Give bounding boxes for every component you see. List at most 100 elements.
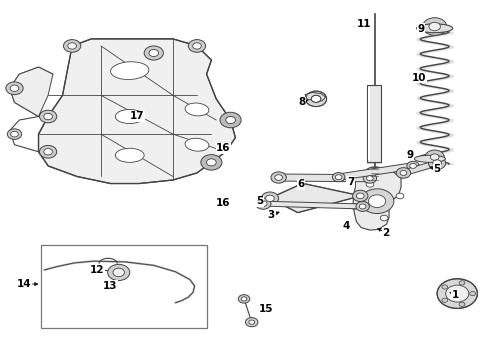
Circle shape: [271, 172, 286, 183]
Ellipse shape: [115, 148, 144, 162]
Circle shape: [68, 43, 76, 49]
Circle shape: [238, 294, 250, 303]
Ellipse shape: [115, 109, 144, 123]
Circle shape: [423, 18, 447, 35]
Circle shape: [275, 175, 282, 180]
Circle shape: [108, 264, 130, 280]
Circle shape: [459, 281, 465, 285]
Text: 3: 3: [268, 210, 275, 220]
Circle shape: [7, 129, 22, 139]
Circle shape: [359, 204, 366, 209]
Circle shape: [249, 320, 255, 324]
Circle shape: [442, 298, 448, 302]
Circle shape: [400, 171, 407, 175]
Circle shape: [363, 173, 377, 183]
Circle shape: [207, 159, 216, 166]
Circle shape: [245, 318, 258, 327]
Circle shape: [470, 292, 475, 296]
Circle shape: [201, 154, 222, 170]
Text: 5: 5: [434, 165, 441, 174]
Polygon shape: [402, 161, 439, 176]
Circle shape: [149, 49, 159, 57]
Circle shape: [207, 159, 216, 166]
Circle shape: [396, 168, 411, 178]
Ellipse shape: [185, 138, 209, 151]
Polygon shape: [305, 93, 326, 101]
Text: 7: 7: [347, 177, 354, 187]
Text: 12: 12: [90, 265, 104, 275]
Text: 6: 6: [297, 179, 305, 189]
Circle shape: [353, 190, 368, 202]
Circle shape: [193, 43, 201, 49]
Circle shape: [429, 22, 441, 31]
Circle shape: [366, 181, 374, 187]
Text: 4: 4: [342, 221, 349, 231]
Circle shape: [256, 198, 271, 209]
Circle shape: [446, 285, 469, 302]
Polygon shape: [279, 174, 370, 182]
Circle shape: [220, 112, 241, 128]
Text: 1: 1: [452, 290, 459, 300]
Circle shape: [459, 302, 465, 306]
Ellipse shape: [416, 24, 453, 33]
Text: 16: 16: [216, 198, 231, 208]
Circle shape: [332, 172, 345, 182]
Text: 5: 5: [256, 196, 263, 206]
Text: 9: 9: [406, 150, 413, 159]
Circle shape: [44, 149, 52, 155]
Circle shape: [226, 117, 235, 123]
Text: 9: 9: [417, 24, 425, 34]
Circle shape: [335, 175, 342, 180]
Circle shape: [430, 154, 439, 160]
Text: 11: 11: [357, 19, 371, 29]
Bar: [41, 245, 207, 328]
Polygon shape: [270, 184, 360, 212]
Circle shape: [410, 163, 416, 168]
Polygon shape: [263, 201, 363, 209]
Text: 13: 13: [103, 281, 118, 291]
Circle shape: [356, 193, 364, 199]
Circle shape: [259, 201, 267, 207]
Circle shape: [428, 157, 446, 170]
Circle shape: [311, 95, 321, 102]
Circle shape: [203, 156, 220, 169]
Text: 16: 16: [216, 143, 231, 153]
Circle shape: [266, 195, 274, 202]
Circle shape: [407, 161, 419, 171]
Polygon shape: [353, 168, 401, 230]
Bar: [367, 85, 381, 162]
Text: 17: 17: [130, 112, 144, 121]
Circle shape: [40, 145, 57, 158]
Circle shape: [380, 215, 388, 221]
Polygon shape: [39, 39, 235, 184]
Circle shape: [305, 91, 327, 107]
Ellipse shape: [414, 155, 445, 162]
Ellipse shape: [185, 103, 209, 116]
Circle shape: [350, 203, 358, 209]
Text: 2: 2: [382, 228, 390, 238]
Text: 10: 10: [412, 73, 427, 83]
Circle shape: [64, 40, 81, 52]
Polygon shape: [338, 163, 414, 180]
Circle shape: [437, 279, 477, 309]
Circle shape: [144, 46, 163, 60]
Circle shape: [367, 176, 373, 181]
Text: 15: 15: [258, 304, 273, 314]
Circle shape: [433, 160, 441, 166]
Circle shape: [222, 114, 239, 126]
Circle shape: [188, 40, 206, 52]
Text: 14: 14: [17, 279, 31, 289]
Circle shape: [113, 268, 124, 277]
Circle shape: [40, 110, 57, 123]
Circle shape: [396, 193, 404, 199]
Circle shape: [241, 297, 247, 301]
Circle shape: [261, 192, 279, 205]
Text: 8: 8: [298, 98, 305, 107]
Circle shape: [226, 117, 235, 123]
Circle shape: [368, 195, 386, 207]
Polygon shape: [10, 67, 53, 117]
Circle shape: [10, 85, 19, 91]
Circle shape: [442, 285, 448, 289]
Circle shape: [11, 131, 18, 137]
Ellipse shape: [111, 62, 149, 80]
